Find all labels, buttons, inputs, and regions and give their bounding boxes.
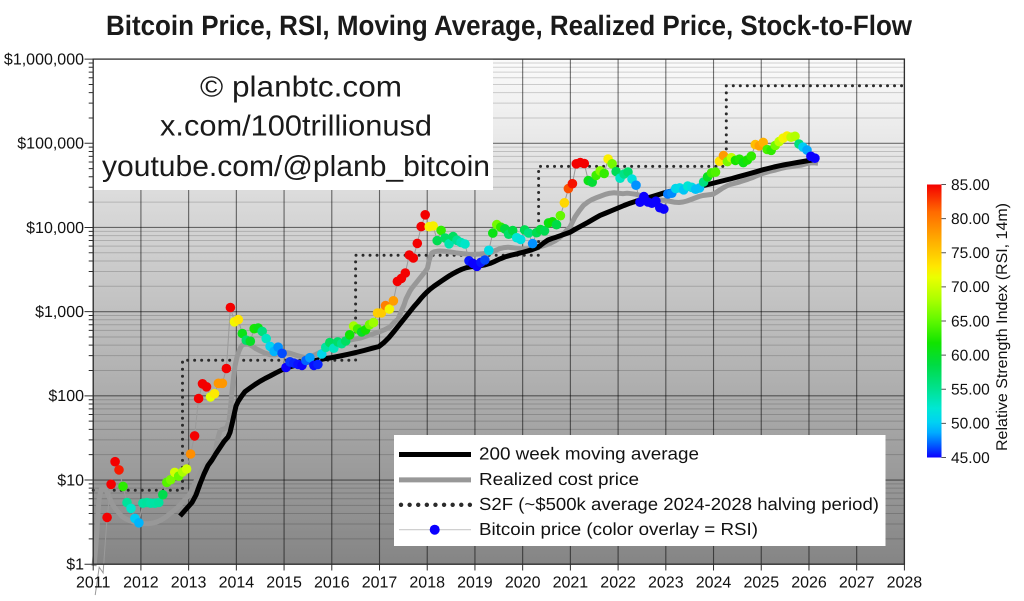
svg-text:youtube.com/@planb_bitcoin: youtube.com/@planb_bitcoin (102, 151, 490, 183)
svg-text:55.00: 55.00 (951, 382, 990, 399)
svg-text:2011: 2011 (76, 575, 111, 592)
svg-text:2019: 2019 (457, 575, 493, 592)
svg-text:$10: $10 (57, 472, 84, 489)
svg-text:2014: 2014 (219, 575, 255, 592)
svg-text:2012: 2012 (123, 575, 159, 592)
svg-text:Bitcoin Price, RSI, Moving Ave: Bitcoin Price, RSI, Moving Average, Real… (106, 10, 912, 41)
svg-text:x.com/100trillionusd: x.com/100trillionusd (160, 111, 432, 143)
svg-text:50.00: 50.00 (951, 416, 990, 433)
svg-text:2017: 2017 (362, 575, 398, 592)
svg-text:85.00: 85.00 (951, 177, 990, 194)
svg-text:2027: 2027 (839, 575, 875, 592)
svg-text:Relative Strength Index (RSI,: Relative Strength Index (RSI, 14m) (994, 203, 1011, 451)
svg-text:$1,000,000: $1,000,000 (4, 51, 84, 68)
svg-text:2020: 2020 (505, 575, 541, 592)
svg-text:80.00: 80.00 (951, 211, 990, 228)
svg-text:2023: 2023 (648, 575, 684, 592)
svg-text:45.00: 45.00 (951, 450, 990, 467)
svg-text:60.00: 60.00 (951, 347, 990, 364)
svg-text:2015: 2015 (266, 575, 302, 592)
svg-text:70.00: 70.00 (951, 279, 990, 296)
svg-text:2021: 2021 (553, 575, 589, 592)
svg-text:$1,000: $1,000 (35, 304, 84, 321)
svg-text:$1: $1 (66, 557, 84, 574)
svg-text:Bitcoin price (color overlay =: Bitcoin price (color overlay = RSI) (479, 519, 758, 539)
svg-text:2026: 2026 (791, 575, 827, 592)
svg-text:$100,000: $100,000 (17, 136, 84, 153)
svg-text:2028: 2028 (887, 575, 923, 592)
svg-text:2022: 2022 (600, 575, 636, 592)
svg-text:$100: $100 (48, 388, 84, 405)
svg-text:2024: 2024 (696, 575, 732, 592)
svg-text:Realized cost price: Realized cost price (479, 469, 639, 489)
svg-text:$10,000: $10,000 (26, 220, 84, 237)
svg-text:© planbtc.com: © planbtc.com (200, 72, 402, 104)
svg-text:2025: 2025 (744, 575, 780, 592)
svg-text:75.00: 75.00 (951, 245, 990, 262)
svg-text:65.00: 65.00 (951, 313, 990, 330)
svg-text:2018: 2018 (409, 575, 445, 592)
svg-text:S2F (~$500k average 2024-2028: S2F (~$500k average 2024-2028 halving pe… (479, 494, 879, 514)
svg-text:2016: 2016 (314, 575, 350, 592)
svg-text:200 week moving average: 200 week moving average (479, 444, 699, 464)
svg-text:2013: 2013 (171, 575, 207, 592)
